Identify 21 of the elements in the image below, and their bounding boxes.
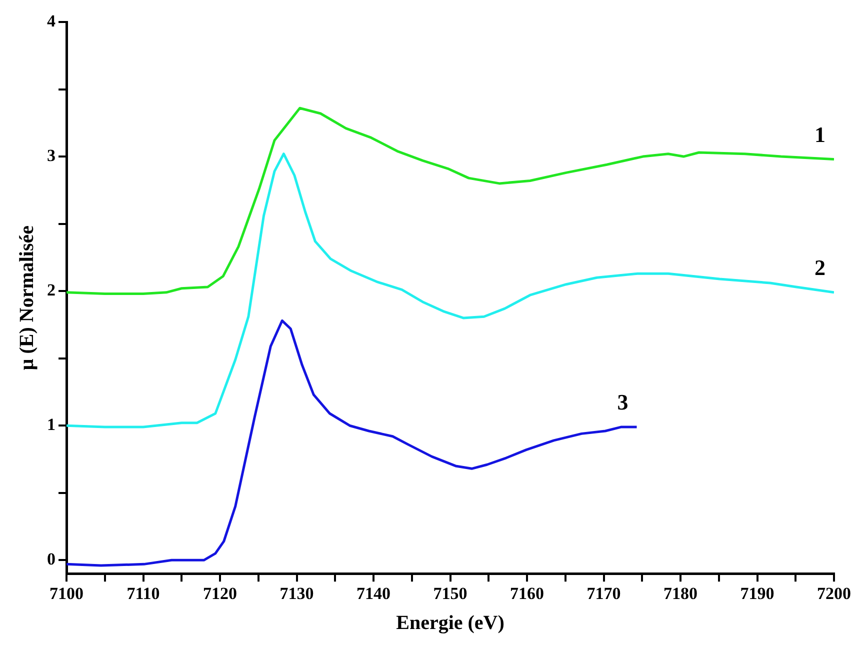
series-label: 2: [814, 255, 826, 280]
y-tick-label: 0: [47, 550, 56, 569]
y-tick-label: 4: [47, 11, 56, 30]
x-tick-label: 7170: [586, 584, 621, 604]
series-label: 1: [814, 122, 826, 147]
y-tick-label: 1: [47, 415, 56, 434]
series-label: 3: [617, 390, 628, 415]
y-axis-title: μ (E) Normalisée: [16, 225, 38, 370]
x-axis-title: Energie (eV): [396, 612, 504, 634]
x-tick-label: 7180: [664, 584, 698, 604]
x-tick-label: 7110: [126, 584, 160, 604]
x-tick-label: 7120: [203, 584, 237, 604]
x-tick-label: 7140: [356, 584, 390, 604]
x-tick-label: 7200: [817, 584, 851, 604]
x-tick-label: 7190: [740, 584, 774, 604]
x-tick-label: 7100: [50, 584, 84, 604]
x-tick-label: 7160: [510, 584, 544, 604]
x-tick-label: 7130: [280, 584, 314, 604]
y-tick-label: 2: [47, 280, 56, 300]
y-tick-label: 3: [47, 146, 56, 165]
x-tick-label: 7150: [433, 584, 468, 604]
